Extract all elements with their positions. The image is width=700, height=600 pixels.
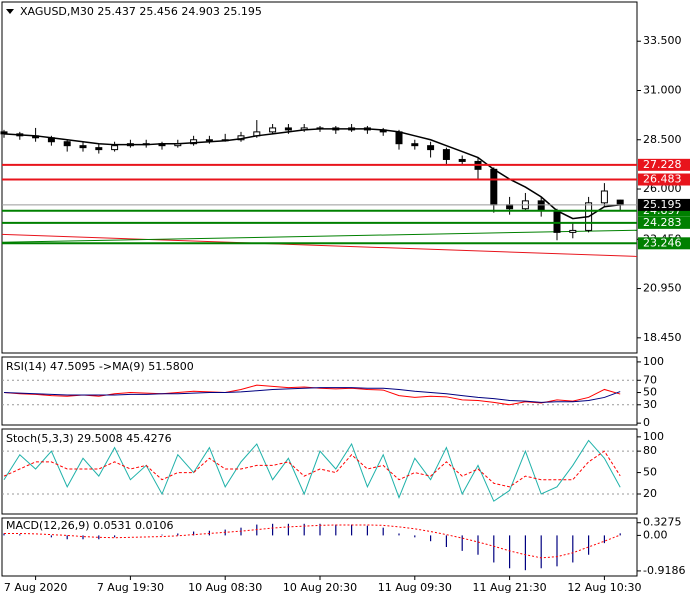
price-tag [638, 173, 690, 186]
y-tick-label: 100 [643, 430, 664, 443]
moving-average [3, 128, 621, 220]
y-tick-label: 33.500 [643, 34, 682, 47]
indicator-line [3, 450, 621, 488]
y-tick-label: 31.000 [643, 83, 682, 96]
indicator-line [3, 387, 621, 403]
candle-body [411, 143, 419, 147]
candle-body [537, 200, 545, 212]
x-tick-label: 12 Aug 10:30 [567, 581, 641, 594]
y-tick-label: 0 [643, 416, 650, 429]
y-tick-label: -0.9186 [643, 564, 685, 577]
candle-body [458, 158, 466, 162]
price-tag-label: 23.246 [643, 236, 682, 249]
price-tag-label: 24.283 [643, 216, 682, 229]
chart-title: XAGUSD,M30 25.437 25.456 24.903 25.195 [20, 5, 262, 18]
indicator-title: RSI(14) 47.5095 ->MA(9) 51.5800 [6, 360, 194, 373]
candle-body [553, 210, 561, 233]
y-tick-label: 0.00 [643, 528, 668, 541]
candle-body [569, 229, 577, 233]
candle-body [442, 149, 450, 160]
y-tick-label: 50 [643, 386, 657, 399]
candle-body [395, 131, 403, 145]
candle-body [95, 147, 103, 151]
panel-frame [1, 428, 638, 515]
panel-frame [1, 517, 638, 577]
y-tick-label: 20 [643, 487, 657, 500]
y-tick-label: 18.450 [643, 331, 682, 344]
x-tick-label: 7 Aug 19:30 [97, 581, 164, 594]
price-tag [638, 158, 690, 171]
trend-line [1, 229, 638, 243]
candle-body [427, 145, 435, 151]
candle-body [284, 127, 292, 131]
x-tick-label: 11 Aug 09:30 [378, 581, 452, 594]
x-tick-label: 10 Aug 20:30 [283, 581, 357, 594]
indicator-title: MACD(12,26,9) 0.0531 0.0106 [6, 519, 174, 532]
x-tick-label: 10 Aug 08:30 [188, 581, 262, 594]
indicator-title: Stoch(5,3,3) 29.5008 45.4276 [6, 432, 172, 445]
candle-body [616, 199, 624, 206]
candle-body [490, 168, 498, 206]
price-tag [638, 237, 690, 250]
signal-line [4, 524, 621, 559]
candle-body [79, 145, 87, 149]
candle-body [269, 127, 277, 133]
y-tick-label: 0.3275 [643, 516, 682, 529]
trend-line [1, 233, 638, 257]
price-tag-label: 26.483 [643, 173, 682, 186]
menu-arrow [6, 9, 14, 14]
y-tick-label: 30 [643, 398, 657, 411]
candle-body [600, 190, 608, 204]
candle-body [111, 145, 119, 151]
candle-body [205, 139, 213, 142]
y-tick-label: 20.950 [643, 282, 682, 295]
price-tag-label: 27.228 [643, 158, 682, 171]
y-tick-label: 50 [643, 466, 657, 479]
y-tick-label: 70 [643, 373, 657, 386]
panel-frame [1, 1, 638, 354]
panel-frame [1, 356, 638, 426]
price-tag [638, 198, 690, 211]
y-tick-label: 28.500 [643, 133, 682, 146]
candle-body [63, 141, 71, 147]
price-tag [638, 216, 690, 229]
candle-body [190, 139, 198, 145]
price-tag-label: 25.195 [643, 198, 682, 211]
y-tick-label: 80 [643, 444, 657, 457]
y-tick-label: 100 [643, 355, 664, 368]
x-tick-label: 11 Aug 21:30 [473, 581, 547, 594]
x-tick-label: 7 Aug 2020 [4, 581, 67, 594]
indicator-line [3, 439, 621, 502]
